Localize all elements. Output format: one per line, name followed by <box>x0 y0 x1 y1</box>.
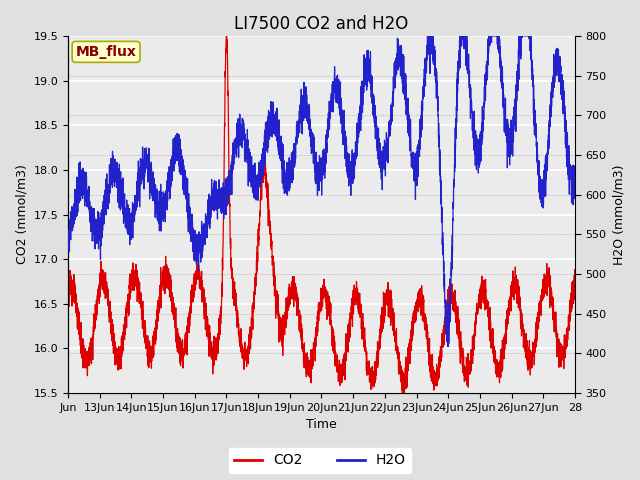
Y-axis label: H2O (mmol/m3): H2O (mmol/m3) <box>612 164 625 265</box>
Legend: CO2, H2O: CO2, H2O <box>228 448 412 473</box>
X-axis label: Time: Time <box>306 419 337 432</box>
Y-axis label: CO2 (mmol/m3): CO2 (mmol/m3) <box>15 165 28 264</box>
Title: LI7500 CO2 and H2O: LI7500 CO2 and H2O <box>234 15 408 33</box>
Text: MB_flux: MB_flux <box>76 45 136 59</box>
